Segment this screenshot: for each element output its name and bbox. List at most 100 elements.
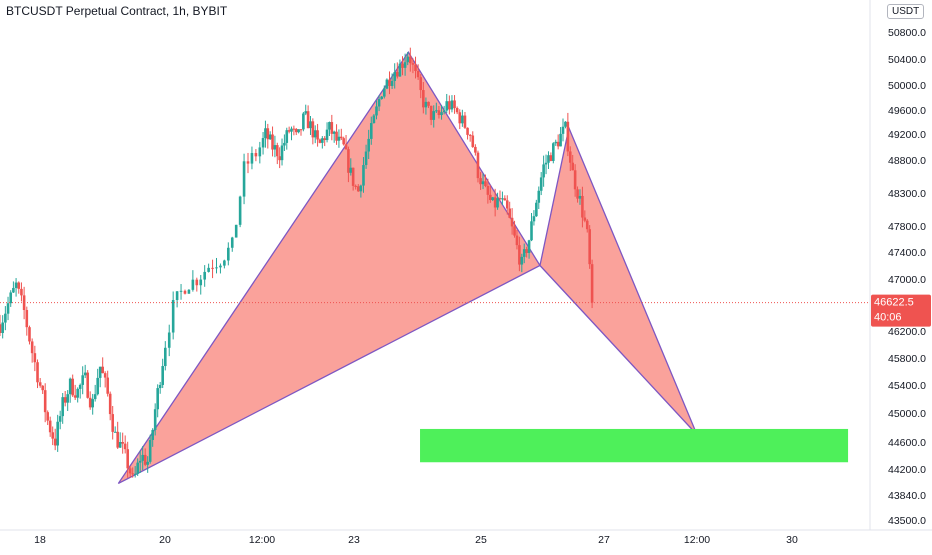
candle-body[interactable]	[136, 462, 139, 474]
candle-body[interactable]	[547, 155, 550, 163]
candle-body[interactable]	[328, 122, 331, 130]
candle-body[interactable]	[573, 170, 577, 190]
candle-body[interactable]	[275, 145, 279, 157]
candle-body[interactable]	[309, 121, 312, 129]
candle-body[interactable]	[554, 141, 558, 144]
candle-body[interactable]	[578, 195, 582, 199]
candle-body[interactable]	[30, 341, 34, 354]
candle-body[interactable]	[91, 399, 94, 408]
candle-body[interactable]	[461, 115, 464, 124]
candle-body[interactable]	[141, 454, 144, 461]
candle-body[interactable]	[111, 414, 114, 432]
candle-body[interactable]	[273, 145, 277, 150]
candle-body[interactable]	[398, 63, 402, 77]
candle-body[interactable]	[103, 373, 107, 378]
candle-body[interactable]	[68, 378, 72, 395]
candle-body[interactable]	[131, 473, 134, 475]
harmonic-pattern-triangle-2[interactable]	[539, 125, 698, 436]
candle-body[interactable]	[503, 198, 507, 201]
candle-body[interactable]	[9, 292, 13, 304]
candle-body[interactable]	[385, 79, 389, 89]
candle-body[interactable]	[51, 432, 54, 439]
candle-body[interactable]	[311, 121, 315, 138]
candle-body[interactable]	[58, 416, 62, 422]
candle-body[interactable]	[419, 77, 423, 91]
candle-body[interactable]	[552, 143, 555, 161]
candle-body[interactable]	[583, 217, 587, 221]
candle-body[interactable]	[116, 431, 119, 448]
candle-body[interactable]	[20, 288, 23, 296]
candle-body[interactable]	[78, 384, 82, 389]
candle-body[interactable]	[427, 101, 430, 106]
candle-body[interactable]	[219, 265, 222, 268]
candle-body[interactable]	[380, 96, 383, 99]
candle-body[interactable]	[292, 128, 296, 130]
candle-body[interactable]	[325, 129, 329, 141]
candle-body[interactable]	[4, 313, 7, 323]
candle-body[interactable]	[238, 196, 242, 225]
candle-body[interactable]	[113, 431, 117, 433]
candle-body[interactable]	[56, 421, 59, 446]
candle-body[interactable]	[61, 397, 64, 417]
candle-body[interactable]	[14, 282, 18, 288]
candle-body[interactable]	[539, 177, 543, 191]
candle-body[interactable]	[230, 237, 234, 248]
candle-body[interactable]	[354, 185, 357, 187]
candle-body[interactable]	[242, 161, 246, 197]
last-price-tag[interactable]	[871, 294, 931, 327]
candle-body[interactable]	[505, 200, 509, 209]
candle-body[interactable]	[581, 195, 584, 218]
candle-body[interactable]	[388, 79, 391, 86]
candle-body[interactable]	[424, 101, 428, 108]
candle-body[interactable]	[344, 144, 348, 150]
candle-body[interactable]	[585, 220, 589, 230]
candle-body[interactable]	[491, 197, 495, 201]
candle-body[interactable]	[138, 460, 142, 463]
candle-body[interactable]	[63, 397, 67, 403]
candle-body[interactable]	[488, 194, 492, 201]
candle-body[interactable]	[306, 111, 310, 129]
candle-body[interactable]	[88, 397, 92, 408]
candle-body[interactable]	[76, 388, 79, 398]
candle-body[interactable]	[466, 127, 469, 135]
candle-body[interactable]	[337, 136, 341, 141]
candle-body[interactable]	[530, 221, 533, 241]
candle-body[interactable]	[542, 164, 545, 178]
candle-body[interactable]	[520, 256, 524, 265]
candle-body[interactable]	[393, 72, 397, 81]
candle-body[interactable]	[179, 290, 183, 292]
candle-body[interactable]	[278, 156, 281, 161]
candle-body[interactable]	[544, 162, 548, 165]
candle-body[interactable]	[527, 240, 531, 253]
candle-body[interactable]	[297, 129, 300, 133]
candle-body[interactable]	[416, 71, 420, 78]
candle-body[interactable]	[25, 309, 29, 328]
candle-body[interactable]	[508, 208, 511, 218]
candle-body[interactable]	[41, 385, 44, 391]
candle-body[interactable]	[496, 198, 499, 208]
candle-body[interactable]	[342, 138, 345, 145]
candle-body[interactable]	[121, 442, 124, 444]
candle-body[interactable]	[108, 393, 112, 415]
target-zone[interactable]	[420, 428, 849, 463]
candle-body[interactable]	[369, 123, 373, 139]
candle-body[interactable]	[167, 332, 171, 348]
candle-body[interactable]	[223, 260, 226, 266]
candle-body[interactable]	[479, 178, 482, 185]
candle-body[interactable]	[211, 267, 214, 269]
candle-body[interactable]	[349, 167, 353, 173]
candle-body[interactable]	[535, 202, 538, 217]
candle-body[interactable]	[493, 197, 497, 208]
candle-body[interactable]	[362, 165, 365, 186]
candle-body[interactable]	[549, 155, 553, 161]
candle-body[interactable]	[250, 153, 254, 164]
candle-body[interactable]	[123, 443, 127, 450]
candle-body[interactable]	[576, 189, 579, 199]
candle-body[interactable]	[215, 267, 218, 269]
harmonic-pattern-triangle-1[interactable]	[117, 51, 541, 485]
candle-body[interactable]	[515, 235, 519, 246]
candle-body[interactable]	[126, 449, 129, 469]
candle-body[interactable]	[321, 138, 324, 143]
candle-body[interactable]	[261, 138, 265, 148]
